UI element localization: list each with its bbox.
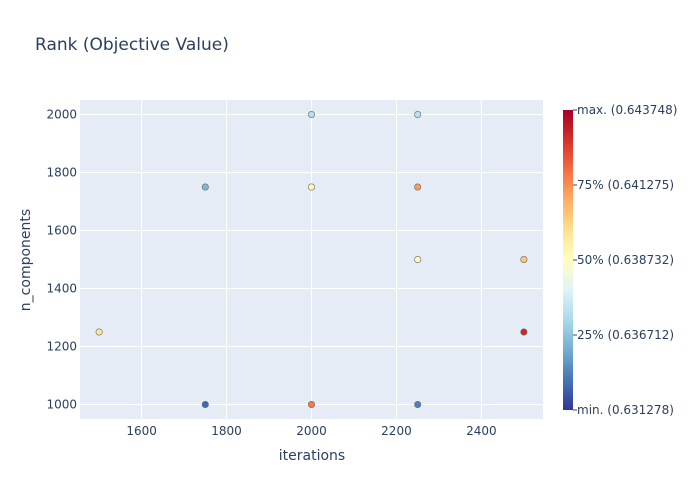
data-point [414, 111, 422, 119]
y-tick-label: 1200 [46, 340, 77, 354]
x-tick-label: 2400 [466, 424, 497, 438]
data-point [414, 400, 422, 408]
colorbar-label: max. (0.643748) [577, 103, 677, 117]
colorbar-label: 75% (0.641275) [577, 178, 674, 192]
x-tick-label: 2200 [381, 424, 412, 438]
colorbar-label: 50% (0.638732) [577, 253, 674, 267]
data-point [520, 255, 528, 263]
data-point [414, 183, 422, 191]
y-tick-label: 2000 [46, 108, 77, 122]
data-point [520, 328, 528, 336]
y-tick-labels: 1000 1200 1400 1600 1800 2000 [46, 108, 77, 412]
y-tick-label: 1600 [46, 224, 77, 238]
y-tick-label: 1400 [46, 282, 77, 296]
y-tick-label: 1000 [46, 398, 77, 412]
colorbar-label: 25% (0.636712) [577, 328, 674, 342]
data-point [307, 400, 315, 408]
x-tick-label: 1600 [126, 424, 157, 438]
colorbar-labels: max. (0.643748) 75% (0.641275) 50% (0.6387… [573, 103, 677, 417]
data-point [95, 328, 103, 336]
x-tick-label: 1800 [211, 424, 242, 438]
colorbar-label: min. (0.631278) [577, 403, 674, 417]
data-point [414, 255, 422, 263]
data-point [201, 400, 209, 408]
x-tick-labels: 1600 1800 2000 2200 2400 [126, 424, 496, 438]
data-point [307, 111, 315, 119]
y-axis-label: n_components [18, 209, 34, 311]
colorbar [563, 110, 573, 410]
x-axis-label: iterations [279, 448, 345, 464]
data-point [201, 183, 209, 191]
data-points [95, 111, 528, 408]
data-point [307, 183, 315, 191]
y-tick-label: 1800 [46, 166, 77, 180]
chart-title: Rank (Objective Value) [35, 35, 229, 55]
x-tick-label: 2000 [296, 424, 327, 438]
